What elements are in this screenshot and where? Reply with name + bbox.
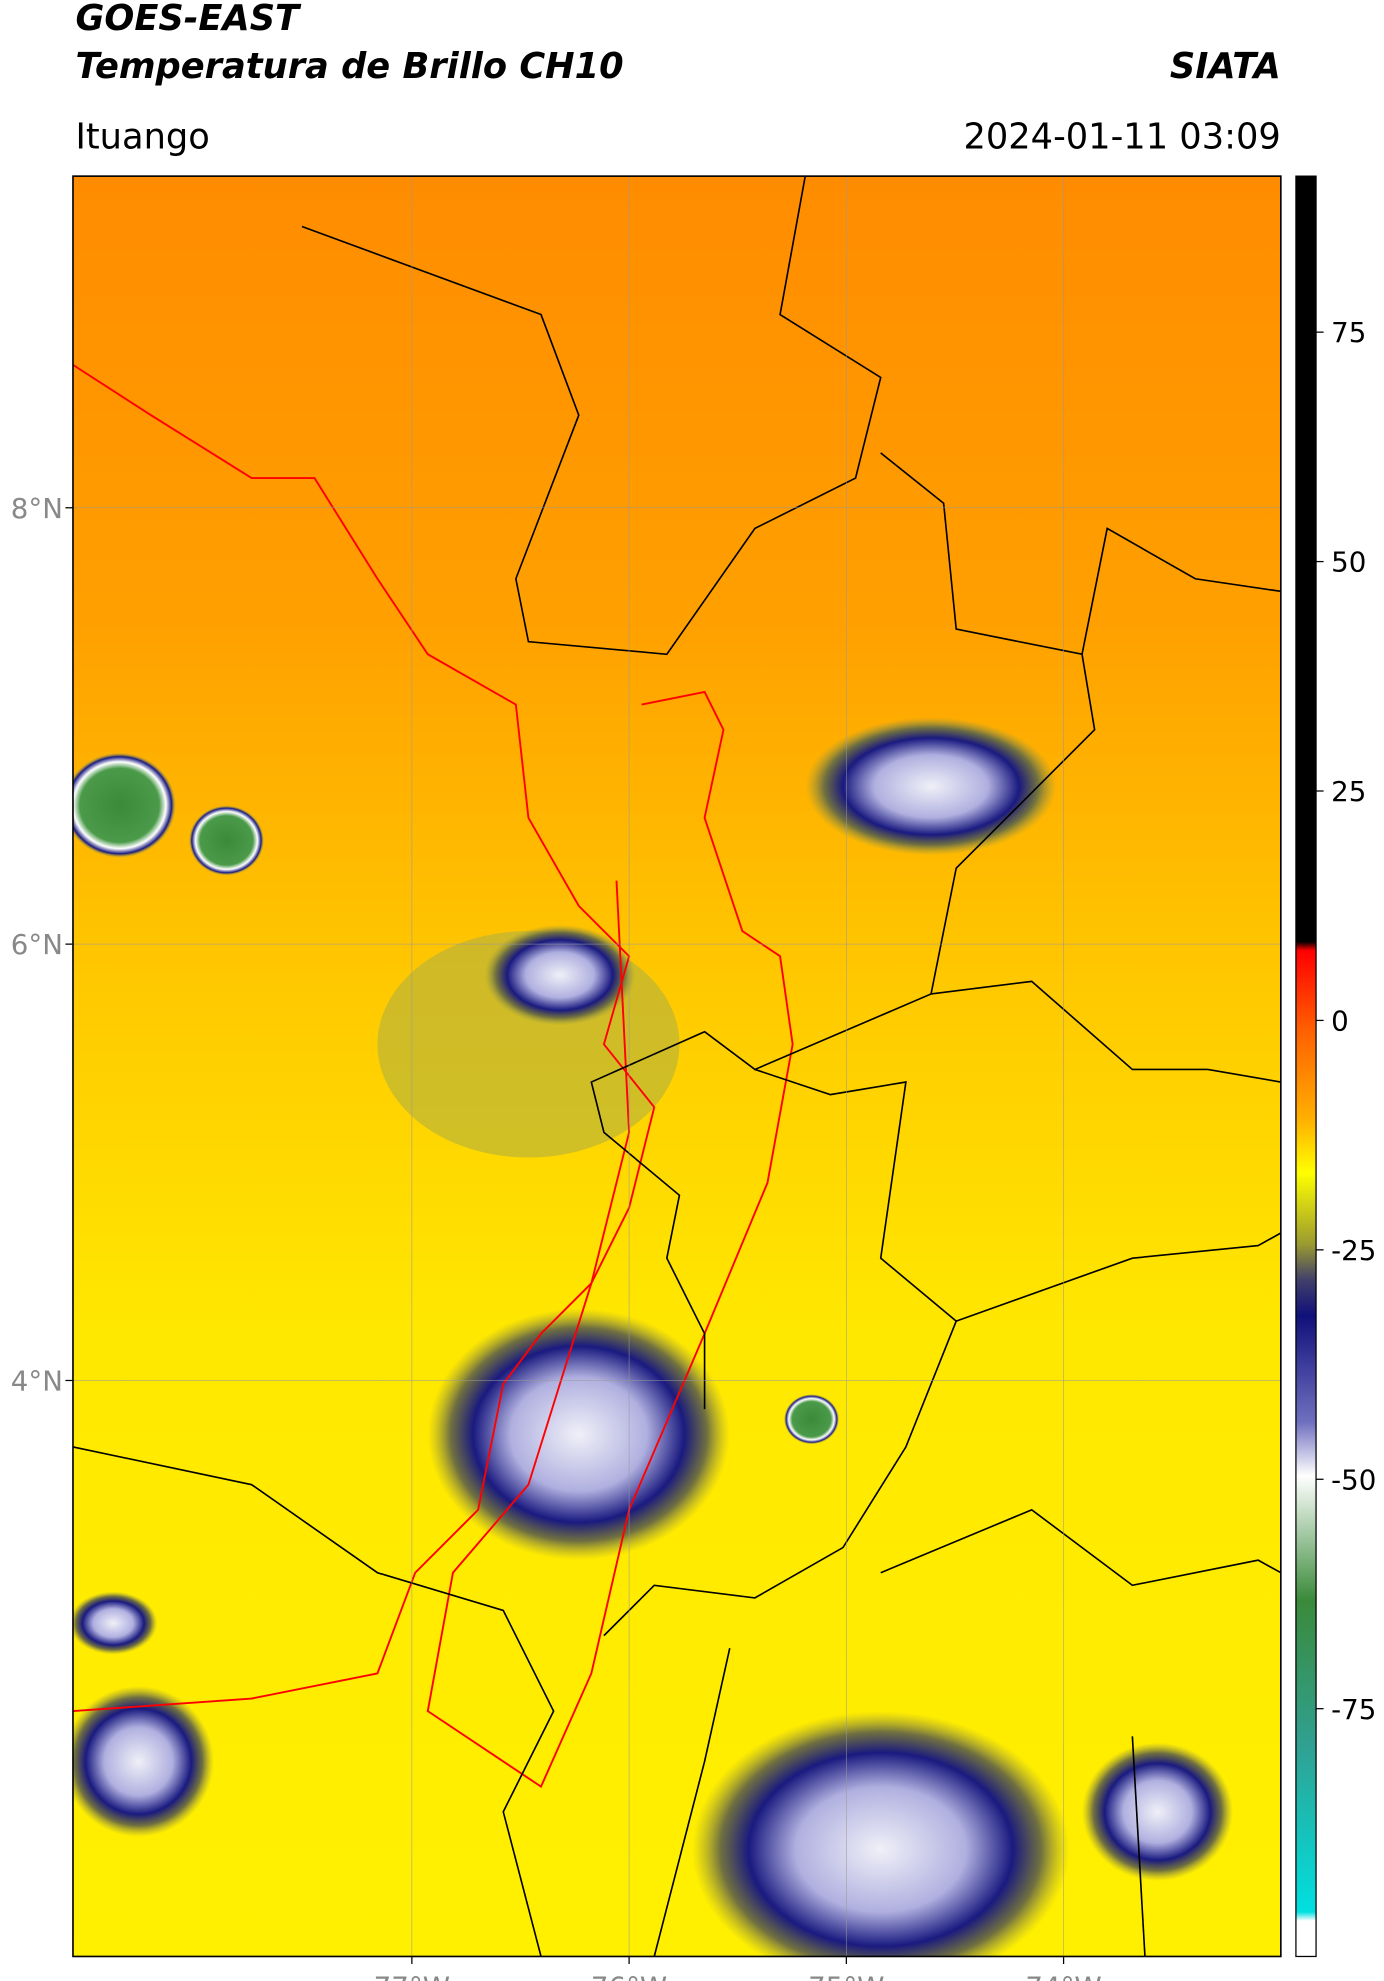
datetime: 2024-01-11 03:09: [963, 116, 1280, 157]
x-tick-label: 77°W: [374, 1971, 450, 1981]
title: GOES-EAST: [75, 0, 302, 39]
y-tick-label: 6°N: [11, 928, 63, 961]
y-tick-label: 4°N: [11, 1365, 63, 1398]
brand: SIATA: [1170, 46, 1281, 87]
x-tick-label: 76°W: [591, 1971, 667, 1981]
x-tick-label: 74°W: [1025, 1971, 1101, 1981]
colorbar-tick-label: -75: [1331, 1693, 1376, 1726]
colorbar-tick-label: 75: [1331, 316, 1366, 349]
map-frame: [72, 175, 1282, 1958]
colorbar-tick-label: -50: [1331, 1463, 1376, 1496]
colorbar: [1295, 175, 1317, 1958]
location: Ituango: [75, 116, 209, 157]
colorbar-tick-label: 0: [1331, 1004, 1349, 1037]
subtitle: Temperatura de Brillo CH10: [75, 46, 623, 87]
colorbar-tick-label: 25: [1331, 775, 1366, 808]
colorbar-tick-label: -25: [1331, 1234, 1376, 1267]
colorbar-tick-label: 50: [1331, 546, 1366, 579]
y-tick-label: 8°N: [11, 492, 63, 525]
map-image: [72, 176, 1281, 1957]
x-tick-label: 75°W: [808, 1971, 884, 1981]
